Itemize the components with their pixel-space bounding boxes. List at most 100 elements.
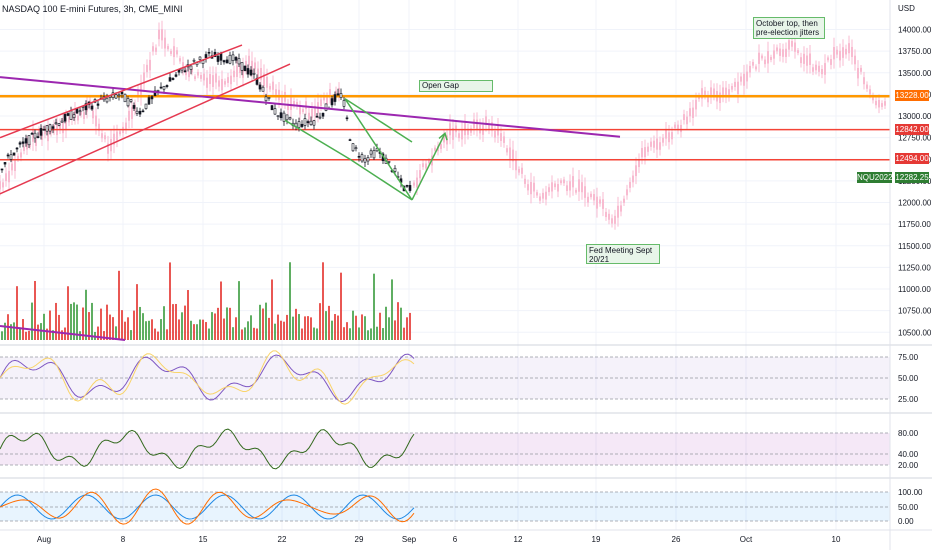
price-tick-label: 10500.00	[898, 328, 932, 337]
candle-body	[132, 105, 136, 109]
ghost-candle-body	[218, 80, 220, 87]
volume-bar	[367, 330, 369, 340]
volume-bar	[274, 323, 276, 340]
candle-body	[189, 65, 193, 70]
ghost-candle-body	[872, 95, 874, 101]
ghost-candle-body	[635, 165, 637, 177]
volume-bar	[4, 322, 6, 340]
volume-bar	[133, 310, 135, 340]
volume-bar	[268, 317, 270, 340]
ghost-candle-body	[428, 160, 430, 164]
volume-bar	[130, 330, 132, 340]
ghost-candle-body	[503, 136, 505, 143]
ghost-candle-body	[788, 40, 790, 50]
volume-bar	[226, 307, 228, 340]
candle-body	[243, 65, 247, 72]
ghost-candle-body	[197, 71, 199, 76]
volume-bar	[373, 273, 375, 340]
ghost-candle-body	[791, 41, 793, 47]
volume-bar	[16, 286, 18, 340]
volume-bar	[256, 328, 258, 340]
ghost-candle-body	[413, 182, 415, 186]
volume-bar	[121, 310, 123, 340]
volume-bar	[262, 308, 264, 340]
volume-bar	[247, 321, 249, 340]
volume-bar	[409, 312, 411, 340]
ghost-candle-body	[65, 118, 67, 130]
ghost-candle-body	[761, 55, 763, 59]
ghost-candle-body	[800, 57, 802, 64]
price-tick-label: 11500.00	[898, 242, 931, 251]
ghost-candle-body	[554, 183, 556, 188]
ghost-candle-body	[584, 186, 586, 198]
price-tick-label: 10750.00	[898, 307, 932, 316]
ghost-candle-body	[806, 55, 808, 66]
volume-bar	[49, 310, 51, 340]
volume-bar	[166, 329, 168, 340]
ghost-candle-body	[614, 215, 616, 224]
ghost-candle-body	[143, 72, 145, 84]
candle-body	[27, 135, 31, 146]
candle-body	[144, 103, 148, 109]
ghost-candle-body	[179, 58, 181, 62]
volume-bar	[259, 304, 261, 340]
ghost-candle-body	[251, 60, 253, 73]
volume-bar	[307, 316, 309, 340]
ghost-candle-body	[590, 193, 592, 198]
ghost-candle-body	[20, 152, 22, 158]
volume-bar	[70, 303, 72, 340]
candle-body	[198, 56, 202, 60]
volume-bar	[88, 312, 90, 340]
ghost-candle-body	[26, 141, 28, 150]
candle-body	[297, 121, 301, 128]
volume-bar	[46, 328, 48, 340]
annotation-october-top[interactable]: October top, then pre-election jitters	[753, 17, 825, 39]
volume-bar	[100, 308, 102, 340]
ghost-candle-body	[695, 99, 697, 110]
ghost-candle-body	[509, 147, 511, 160]
ghost-candle-body	[593, 194, 595, 201]
ghost-candle-body	[155, 47, 157, 52]
ghost-candle-body	[95, 115, 97, 127]
ghost-candle-body	[434, 147, 436, 151]
ghost-candle-body	[815, 64, 817, 71]
ghost-candle-body	[746, 71, 748, 82]
ghost-candle-body	[236, 65, 238, 77]
annotation-fed-meeting[interactable]: Fed Meeting Sept 20/21	[586, 244, 660, 264]
ghost-candle-body	[542, 192, 544, 199]
time-tick-label: 15	[199, 535, 208, 544]
ghost-candle-body	[161, 29, 163, 41]
ghost-candle-body	[476, 119, 478, 130]
badge-12842: 12842.00	[895, 124, 929, 135]
candle-body	[51, 126, 55, 129]
ghost-candle-body	[80, 111, 82, 115]
volume-bar	[178, 319, 180, 340]
ghost-candle-body	[8, 170, 10, 183]
ghost-candle-body	[314, 105, 316, 116]
candle-body	[354, 147, 358, 150]
volume-bar	[364, 316, 366, 340]
candle-body	[21, 141, 25, 144]
candle-body	[162, 86, 166, 90]
volume-bar	[142, 313, 144, 340]
ghost-candle-body	[191, 68, 193, 73]
volume-bar	[277, 314, 279, 340]
panel2-tick-label: 20.00	[898, 461, 919, 470]
volume-bar	[172, 304, 174, 340]
candle-body	[0, 168, 4, 171]
candle-body	[153, 90, 157, 96]
time-tick-label: 22	[278, 535, 287, 544]
ghost-candle-body	[632, 175, 634, 183]
ghost-candle-body	[206, 77, 208, 88]
annotation-open-gap[interactable]: Open Gap	[419, 80, 493, 92]
volume-bar	[34, 280, 36, 340]
ghost-candle-body	[323, 95, 325, 101]
volume-bar	[10, 324, 12, 340]
candle-body	[348, 139, 352, 141]
volume-bar	[232, 327, 234, 340]
ghost-candle-body	[809, 53, 811, 65]
volume-bar	[316, 328, 318, 340]
candle-body	[54, 122, 58, 125]
volume-bar	[223, 318, 225, 340]
volume-bar	[376, 326, 378, 340]
